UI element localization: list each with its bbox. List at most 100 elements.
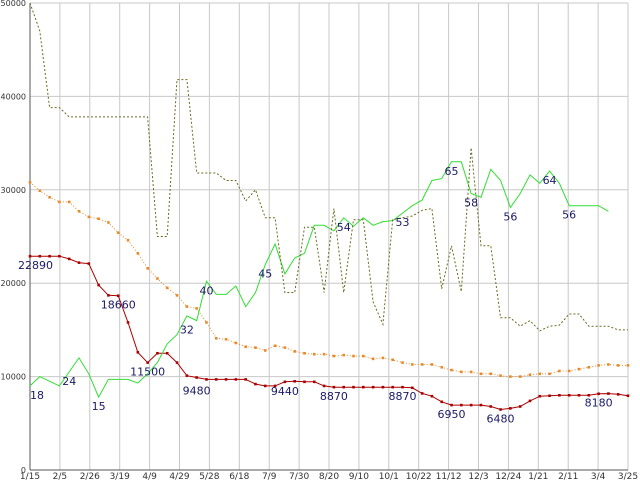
series-2-point <box>528 373 532 377</box>
series-2-point <box>460 370 463 374</box>
data-label: 58 <box>464 197 478 210</box>
series-1-point <box>528 399 532 403</box>
series-1-point <box>185 374 189 377</box>
series-1-point <box>362 385 365 389</box>
series-2-point <box>548 372 551 376</box>
series-2-point <box>97 217 100 221</box>
series-2-point <box>538 372 542 376</box>
data-label: 54 <box>337 221 351 234</box>
data-label: 18660 <box>101 299 136 312</box>
series-1-point <box>587 393 591 397</box>
series-1-point <box>518 405 522 408</box>
series-2-point <box>77 209 81 213</box>
series-1-point <box>77 261 81 264</box>
series-1-point <box>195 376 198 379</box>
x-axis-ticks: 1/15 2/5 2/26 3/19 4/9 4/29 5/28 6/18 7/9 7/30 8/2… <box>20 472 638 480</box>
data-label: 53 <box>396 216 410 229</box>
data-label: 18 <box>30 389 44 402</box>
series-1-point <box>312 380 316 384</box>
series-1-point <box>165 351 169 355</box>
x-tick-label: 12/3 <box>468 472 488 480</box>
series-1-point <box>107 294 110 297</box>
x-tick-label: 8/20 <box>319 472 339 480</box>
series-1-point <box>136 351 140 354</box>
series-2-point <box>283 346 287 349</box>
x-tick-label: 3/19 <box>110 472 130 480</box>
series-1-point <box>293 379 296 383</box>
series-2-point <box>362 354 365 358</box>
series-2-point <box>205 321 208 324</box>
series-2-point <box>371 357 375 361</box>
series-1-point <box>450 403 453 407</box>
series-2-point <box>312 352 316 356</box>
series-1-point <box>303 380 306 384</box>
series-2-point <box>263 349 267 352</box>
series-1-point <box>156 351 159 355</box>
data-label: 8870 <box>320 390 348 403</box>
series-1-point <box>567 393 571 397</box>
data-label: 6480 <box>487 412 515 425</box>
series-2-point <box>195 307 198 310</box>
series-1-point <box>214 378 218 381</box>
series-1-point <box>273 384 277 388</box>
axes <box>29 3 628 471</box>
x-tick-label: 1/15 <box>20 472 40 480</box>
x-tick-label: 3/4 <box>591 472 606 480</box>
y-tick-label: 50000 <box>1 0 26 8</box>
series-2-point <box>626 364 630 367</box>
series-1-point <box>146 361 149 364</box>
series-1-point <box>626 394 630 398</box>
series-2-point <box>185 305 189 308</box>
annotations: 22890 18660 11500 9480 9440 8870 8870 6950 6480 8… <box>18 165 613 426</box>
series-2-point <box>509 375 512 378</box>
series-1-point <box>254 382 257 386</box>
y-tick-label: 0 <box>21 466 26 475</box>
series-1-point <box>38 254 42 258</box>
series-2-point <box>156 277 159 280</box>
series-2-point <box>607 363 610 366</box>
data-label: 56 <box>562 209 576 222</box>
series-1-point <box>420 392 424 395</box>
data-label: 9480 <box>183 384 211 397</box>
series-2-point <box>450 368 453 372</box>
series-2-point <box>28 181 32 184</box>
series-2-point <box>136 252 140 255</box>
series-2-point <box>577 367 581 371</box>
series-1-point <box>352 385 355 389</box>
y-tick-label: 10000 <box>1 373 26 382</box>
series-1-point <box>558 393 561 397</box>
series-group <box>28 2 630 411</box>
x-tick-label: 2/11 <box>558 472 578 480</box>
series-1-point <box>538 394 542 398</box>
series-2-point <box>567 369 571 373</box>
data-label: 15 <box>92 400 106 413</box>
series-1-point <box>489 405 493 408</box>
series-4-line <box>29 2 628 332</box>
x-tick-label: 1/21 <box>528 472 548 480</box>
series-1-point <box>440 400 444 404</box>
series-1-point <box>28 254 32 258</box>
series-1-point <box>48 254 51 258</box>
series-2-point <box>165 286 169 290</box>
data-label: 64 <box>543 174 557 187</box>
series-2-point <box>146 266 149 270</box>
x-tick-label: 2/26 <box>80 472 100 480</box>
data-label: 9440 <box>271 385 299 398</box>
series-2-point <box>430 363 434 366</box>
series-2-point <box>58 200 61 204</box>
x-tick-label: 11/12 <box>436 472 462 480</box>
series-2-point <box>48 195 51 199</box>
x-tick-label: 6/18 <box>229 472 249 480</box>
series-1-point <box>371 385 375 389</box>
series-1-point <box>322 384 326 388</box>
series-2-point <box>234 341 238 345</box>
x-tick-label: 4/9 <box>142 472 157 480</box>
y-axis-ticks: 0 10000 20000 30000 40000 50000 <box>1 0 26 475</box>
series-2-point <box>273 344 277 348</box>
series-2-point <box>469 370 473 374</box>
series-2-point <box>107 221 110 224</box>
data-label: 6950 <box>438 408 466 421</box>
series-1-point <box>67 257 71 261</box>
series-2-point <box>293 350 296 353</box>
